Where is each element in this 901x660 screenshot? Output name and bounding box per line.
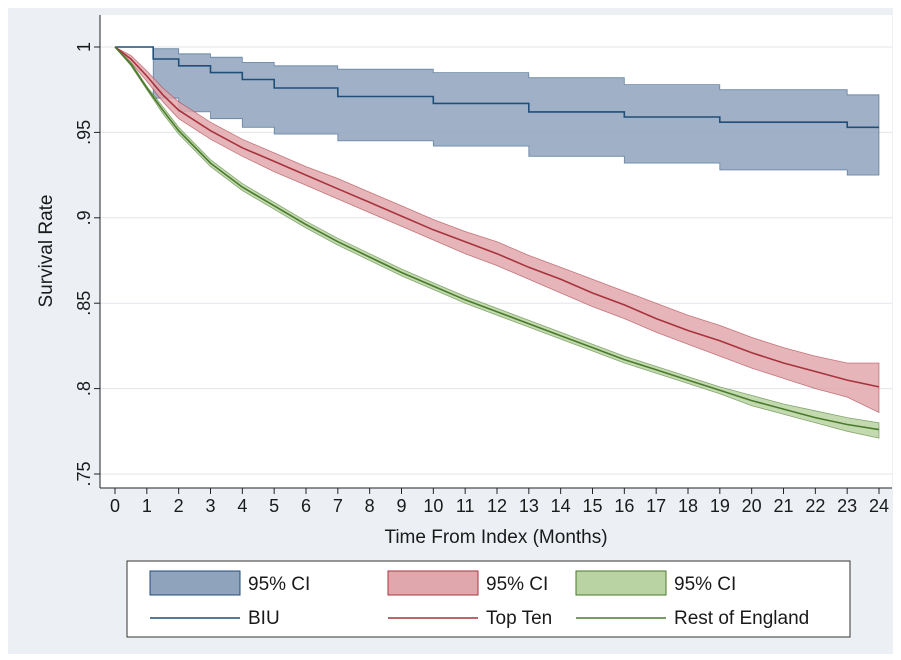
- legend-swatch-ci-biu: [149, 570, 241, 596]
- x-tick-label: 17: [646, 496, 666, 516]
- ci-band-top-ten: [114, 46, 880, 414]
- legend-swatch-ci-rest-of-england: [575, 570, 667, 596]
- y-axis-ticks: .75 .8 .85 .9 .95 1: [74, 42, 100, 487]
- x-tick-label: 7: [333, 496, 343, 516]
- x-tick-label: 6: [301, 496, 311, 516]
- x-tick-label: 8: [365, 496, 375, 516]
- x-tick-label: 15: [582, 496, 602, 516]
- x-tick-label: 12: [487, 496, 507, 516]
- series-line-rest-of-england: [114, 46, 880, 431]
- y-tick-label: 1: [74, 42, 94, 52]
- series-lines: [114, 46, 880, 431]
- x-axis-ticks: 0 1 2 3 4 5 6 7 8 9 10 11 12 13 14 15 16 17 18 19 20 21 22 23 24: [110, 488, 889, 516]
- x-tick-label: 9: [396, 496, 406, 516]
- legend-label-top-ten: Top Ten: [486, 608, 552, 629]
- y-tick-label: .85: [74, 291, 94, 316]
- x-tick-label: 18: [678, 496, 698, 516]
- x-tick-label: 21: [773, 496, 793, 516]
- series-line-top-ten: [114, 46, 880, 388]
- legend-label-ci-top-ten: 95% CI: [486, 574, 548, 595]
- y-axis-label: Survival Rate: [36, 195, 57, 308]
- confidence-bands: [114, 46, 880, 439]
- x-tick-label: 11: [456, 496, 475, 516]
- ci-band-biu: [115, 46, 880, 176]
- x-tick-label: 23: [837, 496, 857, 516]
- y-tick-label: .9: [74, 210, 94, 225]
- legend-label-biu: BIU: [248, 608, 280, 629]
- x-tick-label: 22: [805, 496, 825, 516]
- legend-label-ci-biu: 95% CI: [248, 574, 310, 595]
- y-tick-label: .95: [74, 120, 94, 145]
- x-tick-label: 5: [269, 496, 279, 516]
- x-tick-label: 0: [110, 496, 120, 516]
- series-line-biu: [115, 46, 879, 129]
- legend: 95% CI BIU 95% CI Top Ten 95% CI Rest of Engl…: [126, 560, 851, 638]
- x-tick-label: 24: [869, 496, 889, 516]
- x-tick-label: 10: [423, 496, 443, 516]
- x-tick-label: 19: [710, 496, 730, 516]
- x-tick-label: 14: [551, 496, 571, 516]
- x-tick-label: 13: [519, 496, 539, 516]
- x-tick-label: 2: [174, 496, 184, 516]
- y-tick-label: .8: [74, 381, 94, 396]
- x-tick-label: 20: [742, 496, 762, 516]
- legend-swatch-ci-top-ten: [387, 570, 479, 596]
- x-tick-label: 16: [614, 496, 634, 516]
- legend-box: [126, 560, 851, 638]
- x-axis-label: Time From Index (Months): [384, 527, 607, 548]
- legend-label-rest-of-england: Rest of England: [674, 608, 809, 629]
- ci-band-rest-of-england: [114, 46, 880, 439]
- y-tick-label: .75: [74, 461, 94, 486]
- x-tick-label: 3: [205, 496, 215, 516]
- x-tick-label: 4: [237, 496, 247, 516]
- legend-label-ci-rest-of-england: 95% CI: [674, 574, 736, 595]
- x-tick-label: 1: [142, 496, 152, 516]
